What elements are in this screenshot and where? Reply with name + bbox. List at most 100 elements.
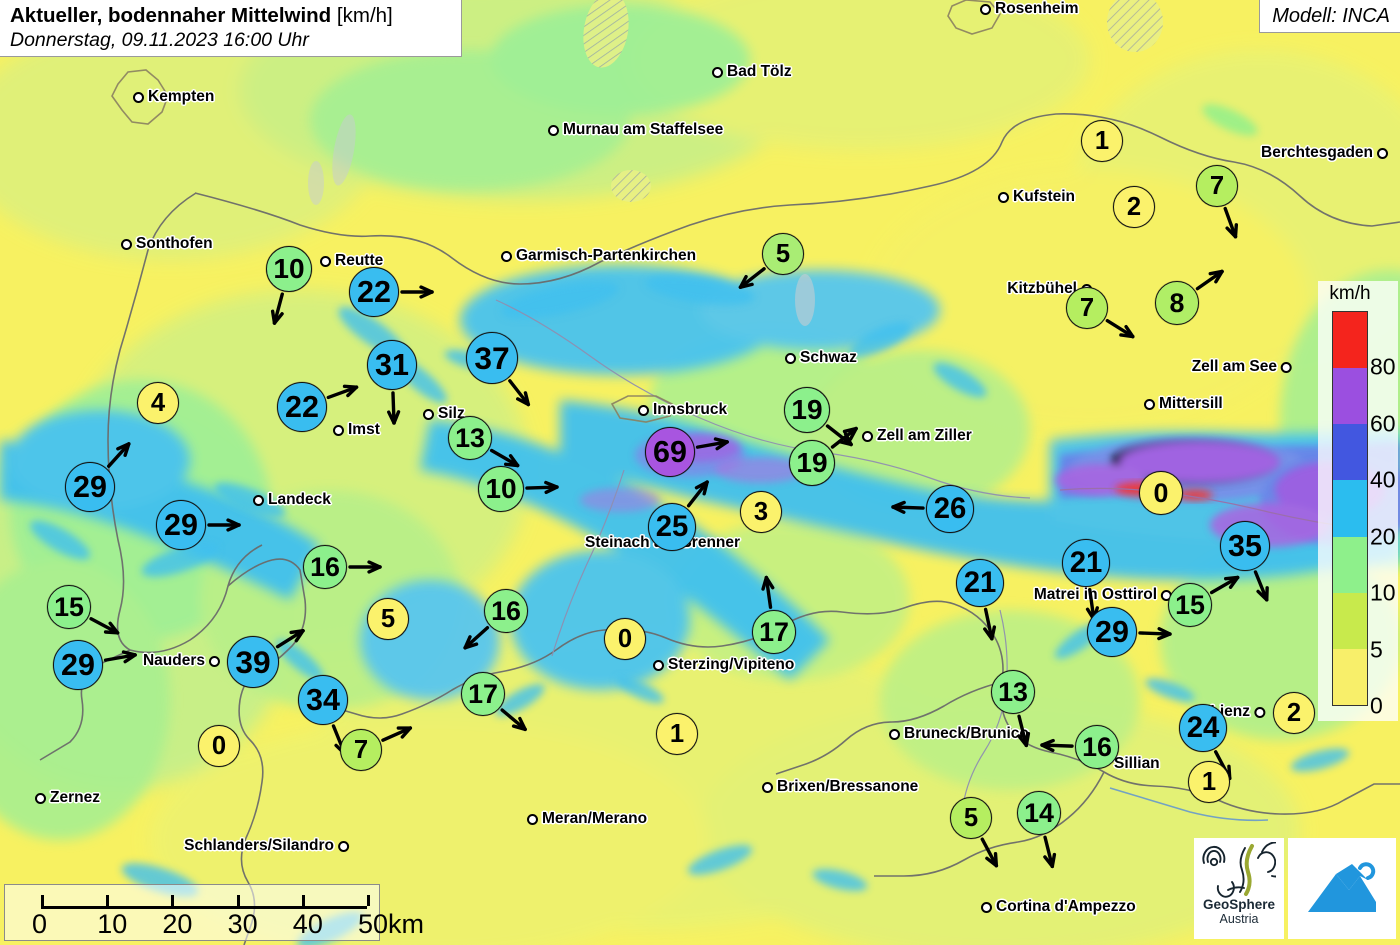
- scale-tick: [301, 895, 305, 906]
- wind-station-marker[interactable]: 22: [349, 267, 434, 317]
- legend-band: [1333, 536, 1367, 593]
- wind-station-marker[interactable]: 17: [461, 672, 527, 732]
- wind-speed-value: 1: [1188, 761, 1230, 803]
- wind-speed-value: 22: [349, 267, 399, 317]
- wind-station-marker[interactable]: 31: [367, 340, 417, 425]
- wind-station-marker[interactable]: 8: [1155, 269, 1224, 325]
- scale-label: 40: [292, 909, 323, 939]
- wind-speed-value: 31: [367, 340, 417, 390]
- wind-station-marker[interactable]: 14: [1017, 791, 1061, 869]
- wind-station-marker[interactable]: 2: [1113, 186, 1155, 228]
- wind-station-marker[interactable]: 16: [1040, 725, 1119, 769]
- legend-tick-labels: 80 60 40 20 10 5 0: [1370, 311, 1400, 717]
- wind-station-marker[interactable]: 10: [478, 466, 559, 512]
- wind-station-marker[interactable]: 29: [156, 500, 241, 550]
- wind-speed-value: 16: [484, 589, 528, 633]
- wind-station-marker[interactable]: 15: [47, 585, 120, 635]
- wind-speed-value: 35: [1220, 521, 1270, 571]
- wind-station-marker[interactable]: 29: [65, 442, 131, 512]
- wind-speed-value: 37: [466, 332, 518, 384]
- wind-station-marker[interactable]: 19: [784, 387, 853, 447]
- wind-station-marker[interactable]: 1: [1188, 761, 1230, 803]
- wind-station-marker[interactable]: 29: [53, 640, 137, 690]
- title-timestamp: Donnerstag, 09.11.2023 16:00 Uhr: [10, 29, 309, 51]
- wind-station-marker[interactable]: 13: [991, 670, 1035, 748]
- wind-speed-value: 22: [277, 382, 327, 432]
- wind-station-marker[interactable]: 0: [198, 725, 240, 767]
- wind-station-marker[interactable]: 7: [1196, 165, 1239, 239]
- wind-station-marker[interactable]: 1: [656, 713, 698, 755]
- wind-station-marker[interactable]: 3: [740, 491, 782, 533]
- wind-speed-value: 16: [303, 545, 347, 589]
- scale-tick: [41, 895, 44, 906]
- wind-station-marker[interactable]: 29: [1087, 607, 1172, 657]
- wind-station-marker[interactable]: 37: [466, 332, 531, 407]
- wind-speed-value: 4: [137, 382, 179, 424]
- wind-station-marker[interactable]: 34: [298, 675, 348, 756]
- wind-speed-value: 1: [1081, 120, 1123, 162]
- wind-speed-value: 13: [991, 670, 1035, 714]
- wind-station-marker[interactable]: 17: [752, 575, 796, 654]
- scale-label: 0: [32, 909, 48, 939]
- wind-station-marker[interactable]: 39: [227, 629, 305, 688]
- wind-station-marker[interactable]: 5: [738, 233, 804, 289]
- scale-label: 20: [162, 909, 193, 939]
- wind-station-marker[interactable]: 5: [367, 598, 409, 640]
- legend-band: [1333, 368, 1367, 425]
- wind-speed-value: 25: [648, 503, 696, 551]
- wind-speed-value: 2: [1113, 186, 1155, 228]
- legend-band: [1333, 648, 1367, 705]
- wind-station-marker[interactable]: 0: [604, 618, 646, 660]
- wind-station-marker[interactable]: 22: [277, 382, 359, 432]
- wind-station-marker[interactable]: 16: [463, 589, 528, 650]
- legend-colorbar: [1332, 311, 1368, 706]
- wind-speed-value: 1: [656, 713, 698, 755]
- wind-station-marker[interactable]: 26: [891, 485, 974, 533]
- wind-speed-value: 29: [65, 462, 115, 512]
- wind-speed-value: 5: [367, 598, 409, 640]
- wind-station-marker[interactable]: 7: [340, 726, 413, 771]
- wind-station-marker[interactable]: 1: [1081, 120, 1123, 162]
- wind-station-marker[interactable]: 10: [266, 246, 312, 325]
- wind-speed-value: 69: [645, 427, 695, 477]
- scale-label: 30: [227, 909, 258, 939]
- legend-tick: 40: [1370, 466, 1396, 493]
- wind-station-marker[interactable]: 0: [1139, 471, 1183, 515]
- wind-station-marker[interactable]: 7: [1066, 287, 1135, 339]
- colorbar-legend: km/h 80 60 40 20 10 5 0: [1318, 281, 1398, 721]
- wind-speed-value: 16: [1075, 725, 1119, 769]
- title-unit-text: [km/h]: [336, 4, 393, 27]
- wind-station-marker[interactable]: 15: [1168, 575, 1240, 627]
- wind-speed-value: 2: [1273, 692, 1315, 734]
- scale-tick: [236, 895, 240, 906]
- wind-station-marker[interactable]: 5: [950, 797, 999, 868]
- wind-speed-value: 19: [789, 440, 835, 486]
- wind-station-marker[interactable]: 35: [1220, 521, 1270, 602]
- wind-speed-value: 5: [950, 797, 992, 839]
- wind-station-marker[interactable]: 24: [1179, 704, 1232, 781]
- partner-logo: [1288, 838, 1396, 939]
- wind-speed-value: 17: [461, 672, 505, 716]
- wind-speed-value: 13: [448, 416, 492, 460]
- wind-station-marker[interactable]: 69: [645, 427, 729, 477]
- wind-station-marker[interactable]: 21: [1062, 539, 1110, 622]
- legend-band: [1333, 312, 1367, 369]
- wind-station-marker[interactable]: 4: [137, 382, 179, 424]
- wind-station-marker[interactable]: 13: [448, 416, 520, 468]
- wind-speed-value: 21: [1062, 539, 1110, 587]
- wind-station-marker[interactable]: 19: [789, 426, 858, 486]
- legend-tick: 80: [1370, 353, 1396, 380]
- scale-bar-line: [41, 895, 370, 909]
- wind-station-marker[interactable]: 21: [956, 559, 1004, 641]
- wind-station-marker[interactable]: 25: [648, 480, 709, 551]
- legend-tick: 5: [1370, 636, 1383, 663]
- legend-tick: 60: [1370, 410, 1396, 437]
- wind-station-marker[interactable]: 2: [1273, 692, 1315, 734]
- legend-tick: 10: [1370, 579, 1396, 606]
- wind-speed-value: 10: [266, 246, 312, 292]
- mountain-chevron-icon: [1308, 861, 1376, 912]
- wind-speed-value: 0: [1139, 471, 1183, 515]
- wind-station-marker[interactable]: 16: [303, 545, 382, 589]
